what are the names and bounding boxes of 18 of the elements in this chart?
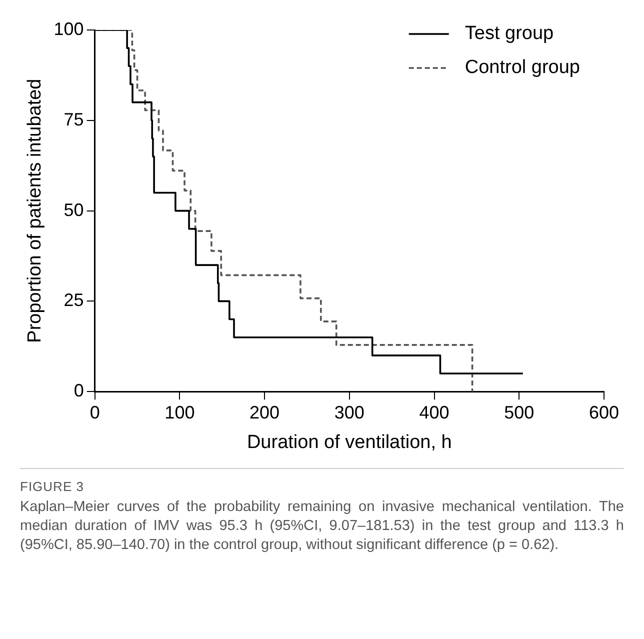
x-tick-label: 500 [504, 402, 534, 422]
legend-label: Control group [464, 57, 580, 78]
x-tick-label: 200 [250, 402, 280, 422]
legend-label: Test group [464, 23, 554, 44]
y-tick-label: 100 [54, 18, 84, 39]
y-axis-title: Proportion of patients intubated [24, 78, 46, 343]
y-tick-label: 25 [64, 290, 84, 310]
x-tick-label: 0 [90, 402, 100, 422]
caption: FIGURE 3 [20, 479, 85, 494]
y-tick-label: 75 [64, 109, 84, 130]
x-tick-label: 400 [419, 402, 450, 422]
y-tick-label: 50 [64, 200, 84, 220]
x-tick-label: 300 [334, 402, 364, 422]
text: Kaplan–Meier curves of the probability remaining on invasive mechanical ventilation. The median duration of IMV was 95.3 h (95%CI, 9.07–181.53) in the test group and 113.3 h (95%CI, 85.90–140.70) in the control group, without significant difference (p = 0.62). [20, 498, 624, 555]
x-tick-label: 600 [588, 402, 620, 422]
x-axis-title: Duration of ventilation, h [246, 432, 452, 453]
x-tick-label: 100 [164, 402, 195, 422]
y-tick-label: 0 [74, 380, 84, 401]
